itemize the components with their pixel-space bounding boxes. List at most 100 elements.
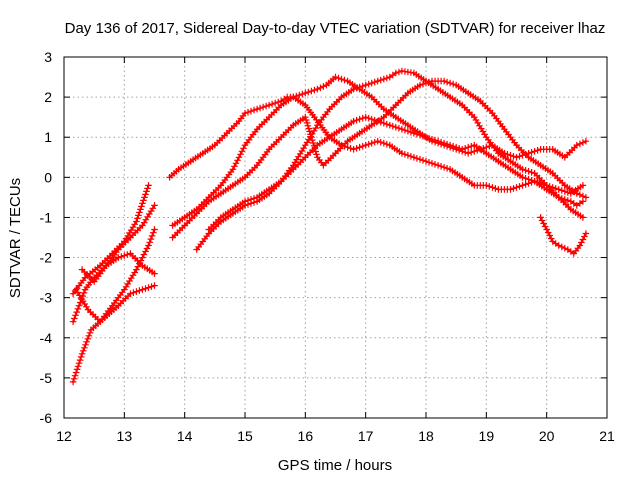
data-point: [123, 288, 126, 291]
data-point: [231, 208, 235, 211]
data-point: [485, 152, 488, 155]
data-point: [394, 71, 397, 75]
series-markers: [69, 182, 152, 297]
data-point: [448, 95, 452, 99]
x-axis-label: GPS time / hours: [278, 457, 392, 474]
data-point: [129, 236, 132, 239]
series-track-H: [169, 77, 590, 241]
data-point: [255, 107, 259, 111]
x-tick-label: 18: [418, 428, 434, 444]
data-point: [473, 184, 476, 187]
data-point: [304, 91, 307, 95]
data-point: [129, 252, 132, 255]
data-point: [515, 156, 518, 159]
data-point: [424, 136, 428, 139]
data-point: [93, 280, 96, 283]
data-point: [364, 144, 367, 147]
data-point: [382, 116, 385, 119]
data-point: [243, 200, 247, 203]
series-markers: [537, 214, 590, 257]
series-markers: [69, 250, 158, 325]
data-point: [207, 232, 210, 235]
data-point: [195, 212, 198, 215]
data-point: [382, 107, 385, 111]
data-point: [71, 292, 75, 295]
data-point: [461, 148, 464, 151]
data-point: [545, 228, 548, 231]
series-line: [196, 70, 584, 250]
x-tick-label: 13: [117, 428, 133, 444]
series-track-E: [78, 202, 158, 285]
data-point: [572, 252, 575, 255]
y-tick-label: -1: [40, 209, 53, 225]
data-point: [448, 168, 452, 171]
data-point: [557, 244, 560, 247]
data-point: [551, 240, 554, 243]
data-point: [135, 220, 138, 223]
data-point: [515, 144, 518, 147]
data-point: [243, 112, 247, 115]
data-point: [267, 188, 271, 191]
data-point: [267, 116, 271, 119]
data-point: [418, 83, 422, 87]
data-point: [575, 204, 578, 207]
data-point: [243, 176, 247, 179]
data-point: [304, 103, 307, 107]
series-track-C: [69, 182, 152, 297]
data-point: [448, 144, 452, 147]
data-point: [340, 95, 343, 99]
x-tick-label: 12: [56, 428, 72, 444]
data-point: [201, 152, 204, 155]
data-point: [189, 160, 192, 163]
data-series-layer: [69, 67, 590, 386]
data-point: [533, 172, 536, 175]
x-tick-label: 21: [599, 428, 615, 444]
data-point: [509, 160, 512, 163]
data-point: [171, 224, 174, 227]
data-point: [219, 184, 223, 187]
data-point: [322, 164, 325, 167]
data-point: [243, 204, 247, 207]
data-point: [376, 79, 379, 83]
data-point: [545, 184, 548, 187]
data-point: [394, 103, 397, 107]
data-point: [442, 79, 446, 83]
data-point: [111, 304, 114, 307]
data-point: [503, 128, 506, 131]
data-point: [479, 99, 482, 103]
data-point: [358, 132, 361, 135]
data-point: [521, 184, 524, 187]
data-point: [539, 148, 542, 151]
x-tick-label: 19: [479, 428, 495, 444]
data-point: [394, 116, 397, 119]
data-point: [436, 164, 440, 167]
data-point: [376, 140, 379, 143]
data-point: [153, 228, 156, 231]
data-point: [551, 172, 554, 175]
data-point: [117, 304, 120, 307]
data-point: [71, 380, 75, 384]
data-point: [183, 224, 186, 227]
data-point: [406, 124, 410, 127]
data-point: [388, 75, 391, 79]
data-point: [406, 91, 410, 95]
data-point: [400, 69, 404, 73]
series-markers: [193, 67, 587, 253]
y-tick-label: -2: [40, 250, 53, 266]
data-point: [316, 87, 319, 91]
x-tick-label: 14: [177, 428, 193, 444]
data-point: [557, 196, 560, 199]
data-point: [485, 184, 488, 187]
data-point: [207, 196, 210, 199]
data-point: [117, 256, 120, 259]
data-point: [93, 276, 96, 279]
data-point: [370, 95, 373, 99]
data-point: [581, 184, 585, 187]
y-tick-label: -6: [40, 410, 53, 426]
data-point: [292, 168, 295, 171]
data-point: [71, 320, 75, 323]
x-tick-label: 16: [298, 428, 314, 444]
data-point: [473, 144, 476, 147]
data-point: [473, 116, 476, 119]
data-point: [267, 192, 271, 195]
